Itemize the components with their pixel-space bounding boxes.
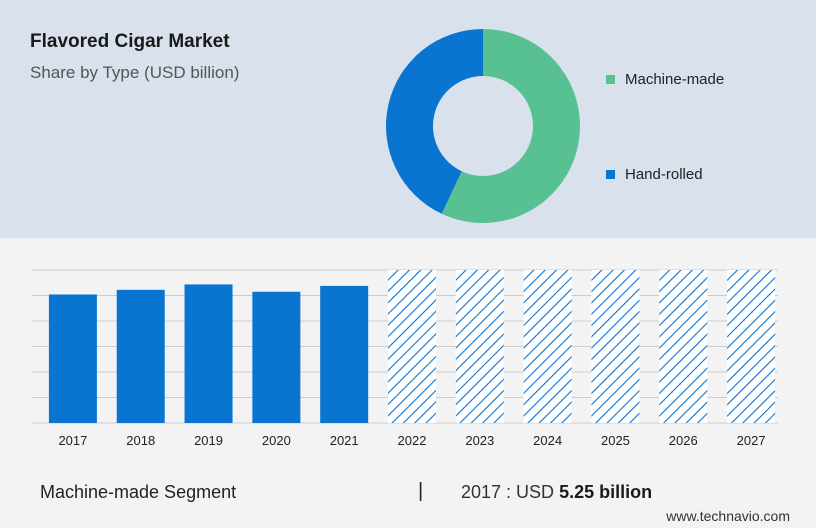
- donut-slice-machine-made: [441, 29, 580, 223]
- forecast-bar-2024: [523, 270, 572, 423]
- segment-label: Machine-made Segment: [40, 482, 237, 502]
- legend-item-hand-rolled: Hand-rolled: [606, 166, 703, 183]
- chart-subtitle: Share by Type (USD billion): [30, 63, 240, 82]
- segment-value: 2017 : USD 5.25 billion: [461, 482, 652, 503]
- x-tick-label-2017: 2017: [58, 433, 87, 448]
- bar-2017: [48, 294, 97, 423]
- bar-2019: [184, 284, 233, 423]
- legend-swatch-hand-rolled: [606, 170, 615, 179]
- x-tick-label-2021: 2021: [330, 433, 359, 448]
- forecast-bar-2023: [455, 270, 504, 423]
- bar-2020: [252, 291, 301, 423]
- segment-value-amount: 5.25 billion: [559, 482, 653, 502]
- x-tick-label-2020: 2020: [262, 433, 291, 448]
- donut-slice-hand-rolled: [385, 29, 483, 214]
- legend-label-hand-rolled: Hand-rolled: [625, 166, 703, 183]
- bar-2021: [320, 285, 369, 423]
- forecast-bar-2027: [727, 270, 776, 423]
- legend-item-machine-made: Machine-made: [606, 71, 724, 88]
- footer-separator: |: [418, 480, 424, 502]
- x-tick-label-2027: 2027: [737, 433, 766, 448]
- x-tick-label-2019: 2019: [194, 433, 223, 448]
- x-tick-label-2023: 2023: [465, 433, 494, 448]
- x-tick-label-2026: 2026: [669, 433, 698, 448]
- x-tick-label-2024: 2024: [533, 433, 562, 448]
- segment-value-prefix: 2017 : USD: [461, 482, 555, 502]
- watermark: www.technavio.com: [666, 508, 790, 524]
- x-tick-label-2022: 2022: [398, 433, 427, 448]
- bar-chart: 2017 2018 2019 2020 2021 2022 2023 2024 2025 2026…: [32, 269, 778, 448]
- forecast-bar-2026: [659, 270, 708, 423]
- legend-swatch-machine-made: [606, 75, 615, 84]
- forecast-bar-2022: [388, 270, 436, 423]
- donut-chart: [385, 29, 580, 223]
- chart-title: Flavored Cigar Market: [30, 31, 230, 52]
- x-tick-label-2018: 2018: [126, 433, 155, 448]
- x-tick-label-2025: 2025: [601, 433, 630, 448]
- bar-2018: [116, 289, 165, 423]
- legend-label-machine-made: Machine-made: [625, 71, 725, 88]
- forecast-bar-2025: [591, 270, 640, 423]
